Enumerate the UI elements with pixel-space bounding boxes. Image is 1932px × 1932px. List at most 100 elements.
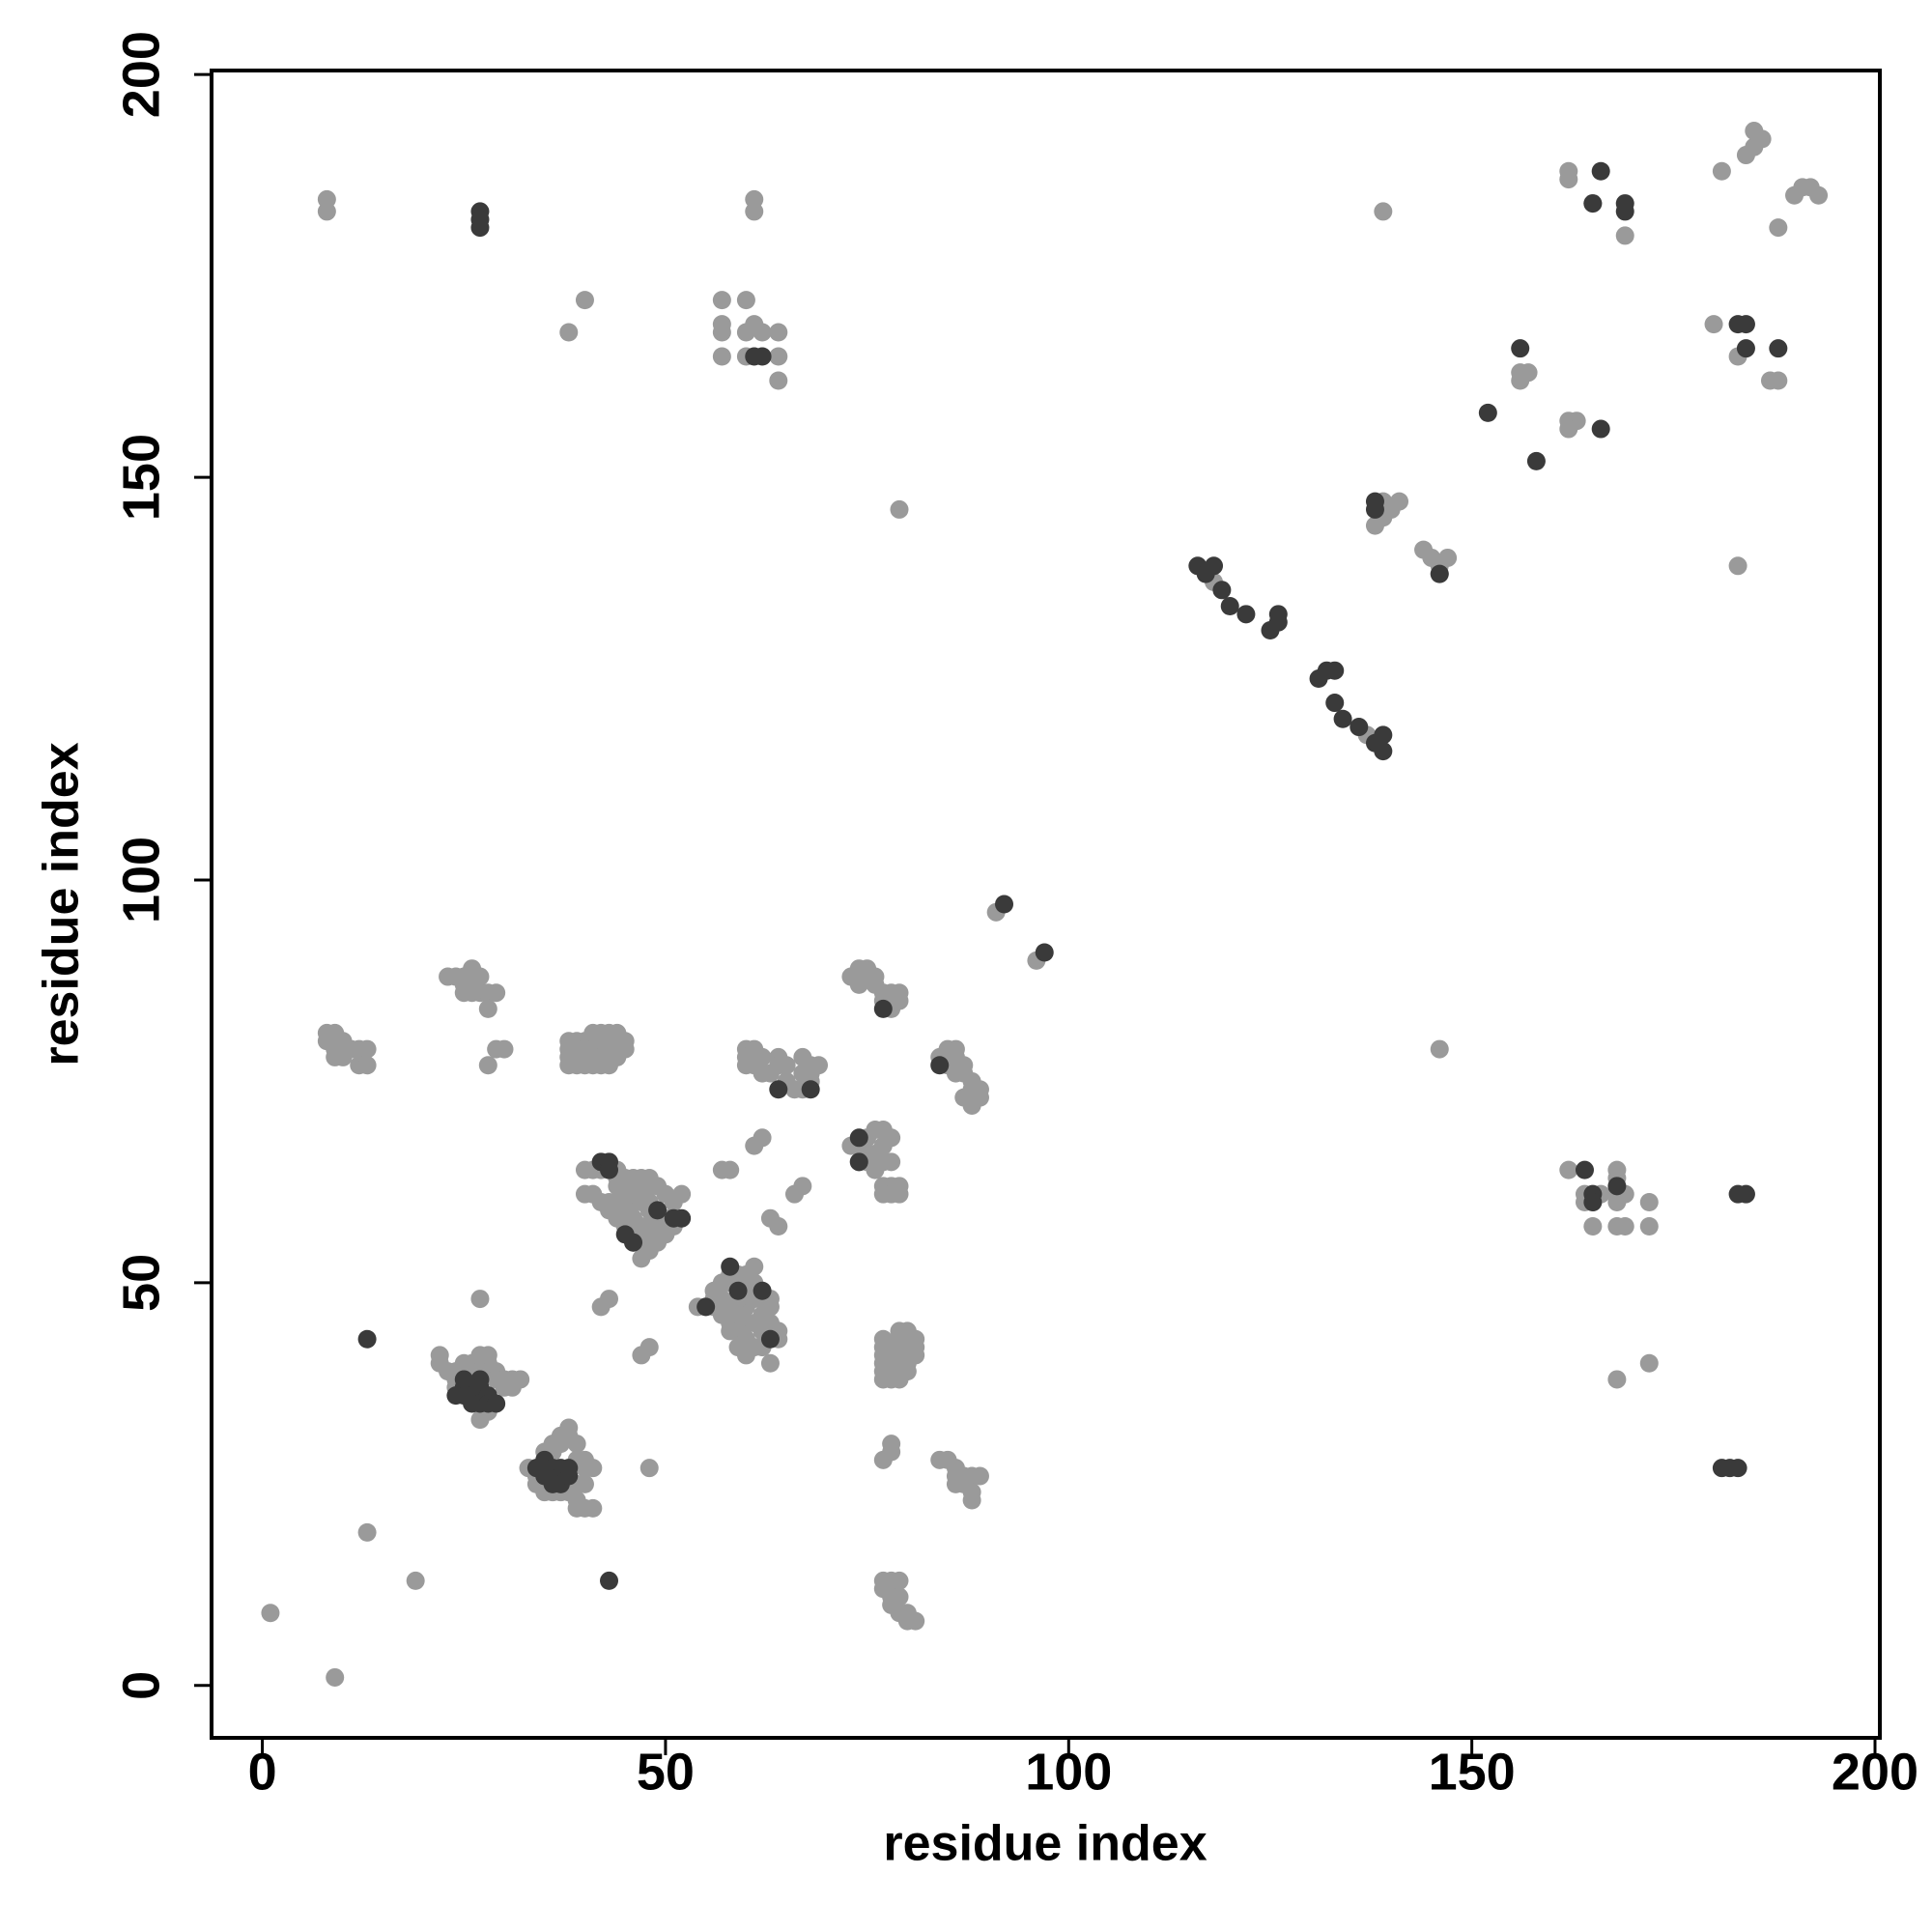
point bbox=[575, 1474, 594, 1493]
point bbox=[1325, 661, 1345, 680]
point bbox=[317, 202, 336, 221]
point bbox=[1438, 548, 1458, 567]
plot-frame bbox=[210, 69, 1882, 1740]
point bbox=[639, 1338, 659, 1357]
point bbox=[1559, 170, 1578, 189]
point bbox=[721, 1257, 740, 1276]
point bbox=[995, 895, 1014, 914]
point bbox=[1268, 612, 1288, 632]
point bbox=[890, 1571, 909, 1590]
point bbox=[1511, 339, 1530, 358]
point bbox=[1333, 709, 1352, 728]
point bbox=[583, 1498, 603, 1518]
point bbox=[1607, 1370, 1627, 1389]
point bbox=[849, 975, 868, 994]
point bbox=[769, 323, 788, 342]
point bbox=[1615, 226, 1634, 245]
point bbox=[470, 967, 490, 986]
point bbox=[1212, 581, 1232, 600]
x-tick-label: 0 bbox=[248, 1743, 277, 1801]
point bbox=[890, 1587, 909, 1606]
point bbox=[1639, 1353, 1659, 1373]
point bbox=[760, 1353, 780, 1373]
point bbox=[487, 1394, 506, 1413]
point bbox=[502, 1378, 522, 1397]
point bbox=[760, 1064, 780, 1083]
point bbox=[559, 323, 579, 342]
point bbox=[326, 1667, 345, 1687]
point bbox=[600, 1571, 619, 1590]
point bbox=[728, 1281, 748, 1300]
x-tick-label: 50 bbox=[637, 1743, 695, 1801]
point bbox=[567, 1435, 586, 1454]
point bbox=[1583, 1193, 1603, 1212]
point bbox=[769, 371, 788, 390]
point bbox=[446, 1386, 466, 1406]
point bbox=[478, 1056, 497, 1075]
point bbox=[793, 1177, 812, 1196]
point bbox=[849, 1152, 868, 1172]
point bbox=[769, 347, 788, 366]
point bbox=[1374, 202, 1393, 221]
point bbox=[600, 1160, 619, 1179]
point bbox=[1591, 419, 1610, 439]
point bbox=[559, 1459, 579, 1478]
point bbox=[1728, 1459, 1747, 1478]
point bbox=[906, 1346, 925, 1365]
point bbox=[721, 1160, 740, 1179]
point bbox=[712, 323, 731, 342]
point bbox=[648, 1201, 668, 1220]
point bbox=[583, 1459, 603, 1478]
point bbox=[753, 347, 772, 366]
point bbox=[890, 1184, 909, 1204]
point bbox=[1365, 499, 1384, 519]
point bbox=[575, 291, 594, 310]
point bbox=[760, 1314, 780, 1333]
point bbox=[639, 1459, 659, 1478]
point bbox=[753, 323, 772, 342]
point bbox=[777, 1056, 796, 1075]
point bbox=[1559, 419, 1578, 439]
y-tick-label: 50 bbox=[112, 1254, 170, 1312]
point bbox=[406, 1571, 425, 1590]
point bbox=[1478, 403, 1497, 422]
point bbox=[1769, 339, 1788, 358]
point bbox=[873, 1450, 893, 1469]
point bbox=[600, 1056, 619, 1075]
point bbox=[1205, 556, 1224, 576]
point bbox=[1430, 1039, 1449, 1059]
point bbox=[866, 1144, 885, 1163]
x-tick-label: 150 bbox=[1429, 1743, 1516, 1801]
point bbox=[1583, 194, 1603, 213]
point bbox=[873, 999, 893, 1018]
point bbox=[1736, 339, 1755, 358]
point bbox=[736, 1265, 755, 1285]
point bbox=[1390, 492, 1409, 511]
point bbox=[1639, 1193, 1659, 1212]
point bbox=[470, 1410, 490, 1430]
point bbox=[1639, 1217, 1659, 1236]
point bbox=[753, 1281, 772, 1300]
point bbox=[1583, 1217, 1603, 1236]
point bbox=[769, 1217, 788, 1236]
point bbox=[357, 1522, 377, 1542]
point bbox=[1575, 1160, 1594, 1179]
point bbox=[1607, 1177, 1627, 1196]
point bbox=[1035, 943, 1054, 962]
point bbox=[1365, 733, 1384, 753]
point bbox=[736, 291, 755, 310]
x-axis-label: residue index bbox=[883, 1816, 1207, 1872]
point bbox=[632, 1249, 651, 1268]
point bbox=[970, 1466, 989, 1486]
point bbox=[753, 1128, 772, 1148]
point bbox=[656, 1225, 675, 1244]
point bbox=[721, 1321, 740, 1341]
point bbox=[615, 1225, 635, 1244]
point bbox=[801, 1080, 820, 1099]
point bbox=[1615, 202, 1634, 221]
point bbox=[1769, 371, 1788, 390]
point bbox=[712, 291, 731, 310]
point bbox=[736, 323, 755, 342]
